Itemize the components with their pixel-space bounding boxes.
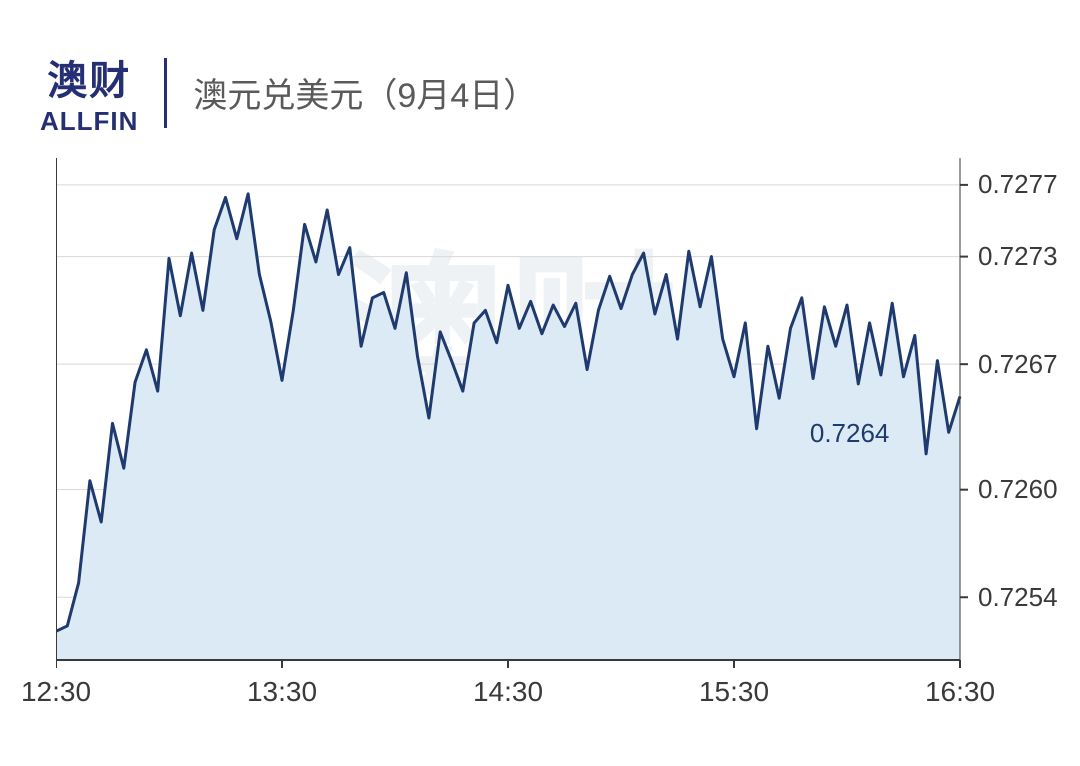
chart-svg: 澳财ALLFIN	[56, 158, 1080, 730]
chart-title: 澳元兑美元（9月4日）	[193, 68, 537, 117]
x-tick-label: 13:30	[242, 676, 322, 708]
logo-en-text: ALLFIN	[40, 106, 138, 137]
page-container: 澳财 ALLFIN 澳元兑美元（9月4日） 澳财ALLFIN 0.72540.7…	[0, 0, 1080, 766]
x-tick-label: 14:30	[468, 676, 548, 708]
x-tick-label: 15:30	[694, 676, 774, 708]
y-tick-label: 0.7260	[978, 474, 1058, 505]
header: 澳财 ALLFIN 澳元兑美元（9月4日）	[40, 48, 537, 137]
y-tick-label: 0.7267	[978, 349, 1058, 380]
logo-block: 澳财 ALLFIN	[40, 48, 138, 137]
chart-area: 澳财ALLFIN 0.72540.72600.72670.72730.7277 …	[56, 158, 1080, 730]
header-divider	[164, 58, 167, 128]
x-tick-label: 16:30	[920, 676, 1000, 708]
y-tick-label: 0.7273	[978, 241, 1058, 272]
x-axis-labels: 12:3013:3014:3015:3016:30	[56, 676, 960, 716]
y-axis-labels: 0.7254 0.7260 0.7267 0.7273 0.7277	[978, 158, 1080, 660]
last-value-annotation: 0.7264	[810, 418, 890, 449]
y-tick-label: 0.7254	[978, 582, 1058, 613]
x-tick-label: 12:30	[16, 676, 96, 708]
y-tick-label: 0.7277	[978, 169, 1058, 200]
logo-cn-text: 澳财	[47, 48, 131, 106]
